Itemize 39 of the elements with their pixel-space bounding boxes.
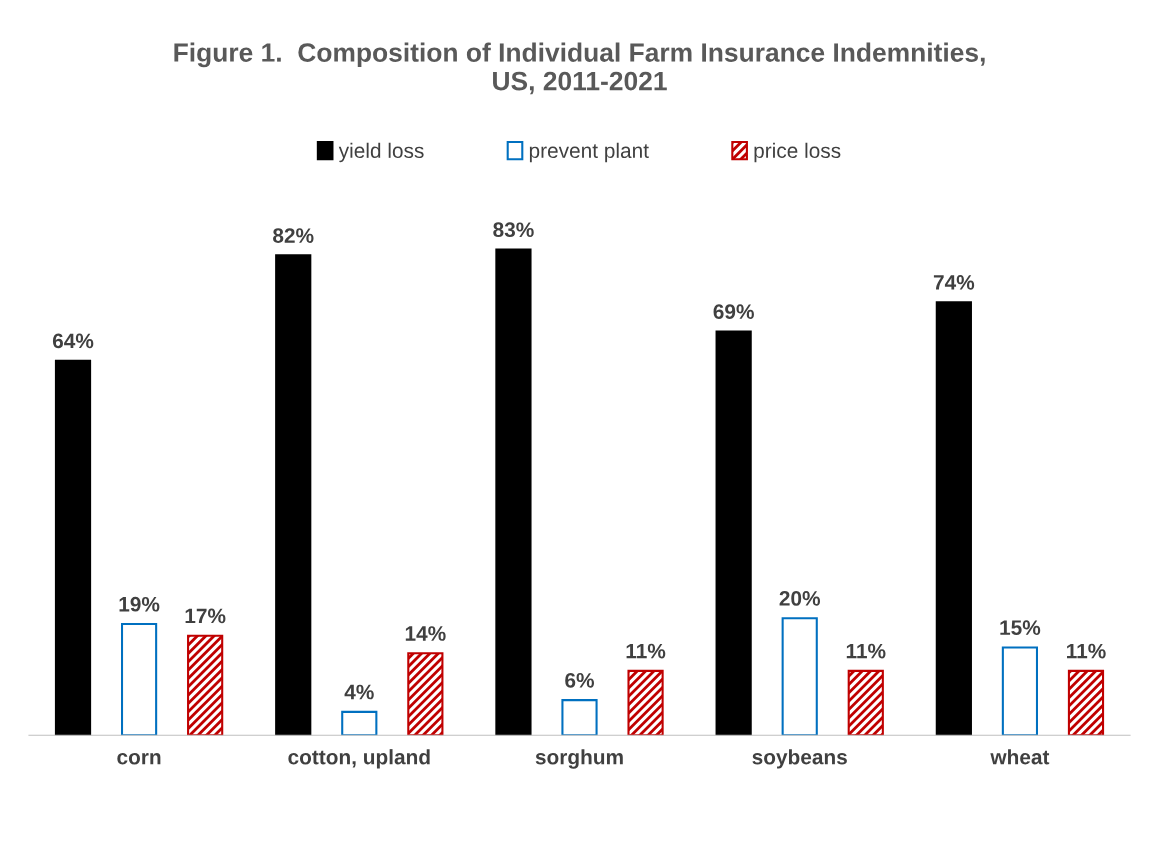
data-label: 6%: [565, 672, 595, 688]
data-label: 64%: [52, 333, 94, 349]
bar: [847, 669, 884, 736]
bar: [715, 330, 752, 736]
data-label: 11%: [1067, 643, 1106, 659]
bar: [781, 617, 818, 736]
data-label: 17%: [185, 608, 226, 624]
data-label: 11%: [626, 643, 666, 659]
bar: [935, 301, 972, 736]
data-label: 14%: [405, 626, 446, 641]
data-label: 82%: [273, 228, 314, 243]
chart-title: Figure 1. Composition of Individual Farm Insurance Indemnities, US, 2011-2021: [174, 42, 985, 95]
bar: [407, 652, 444, 736]
bar: [1067, 669, 1105, 736]
legend-label: yield loss: [338, 142, 424, 163]
bar: [1001, 646, 1039, 736]
bar: [561, 699, 598, 736]
bar: [54, 359, 92, 736]
x-tick-label: wheat: [990, 749, 1050, 765]
x-tick-label: soybeans: [752, 749, 847, 769]
bar: [341, 710, 378, 736]
data-label: 4%: [344, 684, 374, 700]
data-label: 11%: [846, 643, 886, 659]
x-tick-label: corn: [117, 753, 161, 765]
legend-label: price loss: [754, 142, 841, 163]
data-label: 74%: [933, 275, 975, 290]
x-tick-label: cotton, upland: [288, 749, 430, 769]
x-tick-label: sorghum: [535, 749, 623, 769]
bar: [495, 248, 532, 736]
bar: [275, 254, 312, 736]
data-label: 19%: [119, 596, 160, 612]
bar: [187, 634, 224, 736]
data-label: 69%: [713, 304, 754, 320]
legend-label: prevent plant: [529, 142, 649, 163]
data-label: 20%: [779, 591, 821, 606]
data-label: 83%: [493, 222, 534, 238]
bar: [120, 623, 158, 736]
bar: [627, 669, 664, 736]
data-label: 15%: [1000, 620, 1041, 636]
